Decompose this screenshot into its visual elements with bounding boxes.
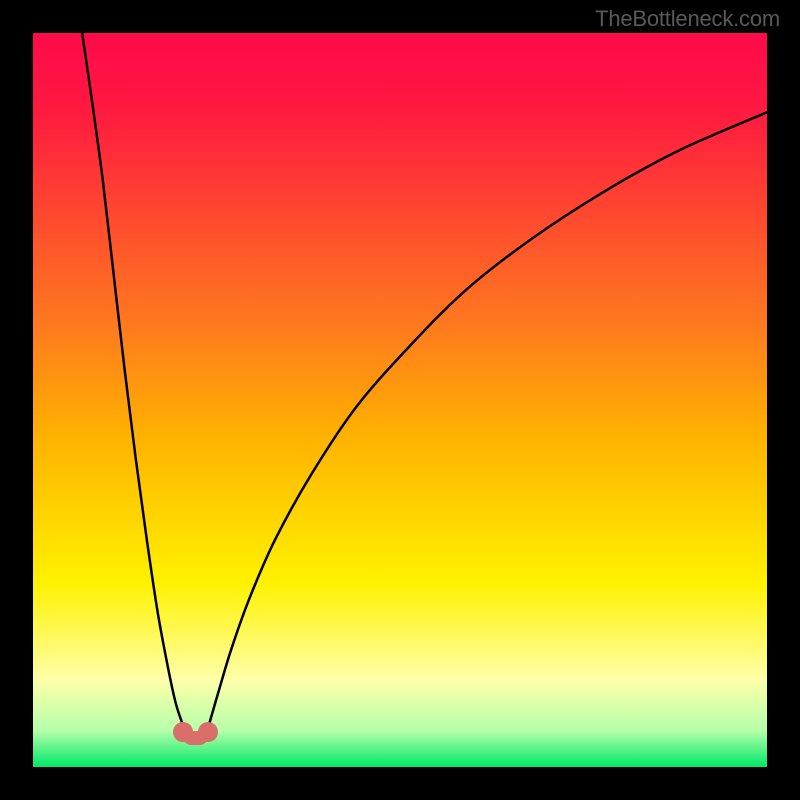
plot-area	[33, 33, 767, 767]
chart-root: { "canvas": { "width": 800, "height": 80…	[0, 0, 800, 800]
watermark-text: TheBottleneck.com	[595, 6, 780, 32]
curve-nub-bridge	[183, 731, 208, 745]
